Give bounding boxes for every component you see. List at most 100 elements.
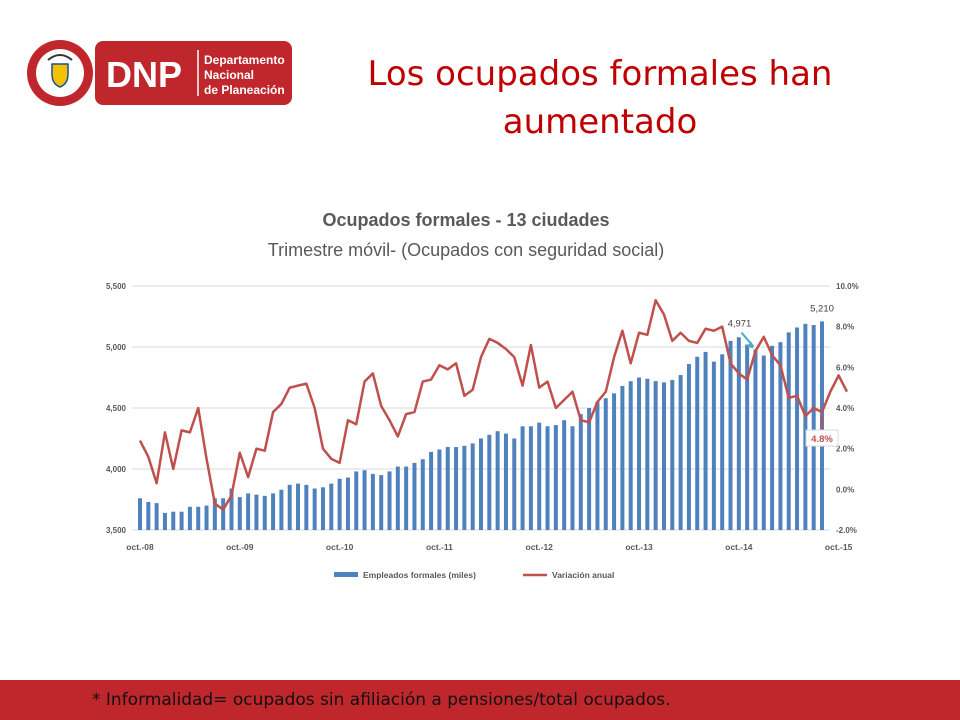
left-tick-label: 5,500 — [106, 282, 127, 291]
bar — [703, 351, 708, 530]
bar — [645, 378, 650, 530]
legend-bar-swatch — [334, 572, 358, 577]
page-title: Los ocupados formales han aumentado — [367, 54, 833, 142]
bar — [637, 377, 642, 530]
left-tick-label: 3,500 — [106, 526, 127, 535]
bar — [795, 327, 800, 530]
chart-subtitle: Trimestre móvil- (Ocupados con seguridad… — [268, 240, 664, 260]
dnp-logo: DNP Departamento Nacional de Planeación — [27, 40, 292, 106]
annotation-box — [805, 429, 839, 447]
bar — [179, 511, 184, 530]
bar — [811, 325, 816, 530]
bar — [487, 434, 492, 530]
annotation-label: 4.8% — [811, 434, 833, 445]
bar — [553, 425, 558, 530]
annotations: 4,971 5,210 4.8% — [728, 303, 839, 447]
right-tick-label: 10.0% — [836, 282, 859, 291]
bar — [628, 381, 633, 530]
formal-employment-chart: Ocupados formales - 13 ciudades Trimestr… — [106, 210, 859, 580]
right-tick-label: -2.0% — [836, 526, 857, 535]
annotation-label: 4,971 — [728, 319, 752, 330]
bar — [603, 398, 608, 530]
logo-name-line3: de Planeación — [204, 83, 285, 97]
bar — [262, 495, 267, 530]
bar — [528, 426, 533, 530]
x-tick-label: oct.-12 — [526, 542, 554, 552]
left-tick-label: 5,000 — [106, 343, 127, 352]
bar — [454, 447, 459, 530]
bar — [138, 498, 142, 530]
bar — [237, 497, 242, 530]
bar — [404, 466, 409, 530]
x-axis-ticks: oct.-08 oct.-09 oct.-10 oct.-11 oct.-12 oct.-… — [126, 542, 852, 552]
logo-name-line2: Nacional — [204, 68, 254, 82]
bar — [296, 483, 301, 530]
bar — [246, 493, 251, 530]
bar — [287, 484, 292, 530]
x-tick-label: oct.-11 — [426, 542, 453, 552]
x-tick-label: oct.-13 — [625, 542, 653, 552]
bar — [395, 466, 400, 530]
line-series — [138, 298, 849, 511]
right-tick-label: 0.0% — [836, 485, 854, 494]
bar — [670, 379, 675, 530]
right-tick-label: 4.0% — [836, 404, 854, 413]
bar — [387, 471, 392, 530]
bar — [761, 355, 766, 530]
bar — [803, 323, 808, 530]
bar — [379, 475, 384, 530]
bar — [778, 342, 783, 530]
annotation-arrow-head — [746, 341, 754, 349]
bar — [345, 477, 350, 530]
bar — [146, 501, 151, 530]
bar — [745, 344, 750, 530]
x-tick-label: oct.-08 — [126, 542, 154, 552]
bar — [196, 506, 201, 530]
bar — [304, 484, 309, 530]
bar — [695, 356, 700, 530]
legend-line-label: Variación anual — [552, 570, 614, 580]
bar — [495, 431, 500, 530]
bar — [512, 438, 517, 530]
bar — [154, 503, 159, 530]
bar — [786, 332, 791, 530]
right-tick-label: 2.0% — [836, 445, 854, 454]
left-tick-label: 4,000 — [106, 465, 127, 474]
bar — [620, 386, 625, 530]
bar — [653, 381, 658, 530]
variation-line — [138, 298, 849, 511]
bar — [320, 487, 325, 530]
bars-series — [138, 321, 824, 530]
bar — [204, 505, 209, 530]
x-tick-label: oct.-09 — [226, 542, 254, 552]
bar — [537, 422, 542, 530]
bar — [587, 408, 592, 530]
bar — [312, 488, 317, 530]
bar — [562, 420, 567, 530]
footer-band — [0, 680, 960, 720]
bar — [678, 375, 683, 530]
annotation-label: 5,210 — [810, 303, 834, 314]
bar — [711, 361, 716, 530]
bar — [412, 462, 417, 530]
bar — [728, 340, 733, 530]
bar — [462, 445, 467, 530]
bar — [271, 493, 276, 530]
logo-name-line1: Departamento — [204, 53, 285, 67]
right-axis-ticks: -2.0% 0.0% 2.0% 4.0% 6.0% 8.0% 10.0% — [836, 282, 859, 535]
bar — [221, 498, 226, 530]
footnote: * Informalidad= ocupados sin afiliación … — [92, 690, 671, 710]
bar — [503, 433, 508, 530]
chart-title: Ocupados formales - 13 ciudades — [322, 210, 609, 230]
bar — [429, 451, 434, 530]
right-tick-label: 8.0% — [836, 323, 854, 332]
bar — [337, 478, 342, 530]
bar — [254, 494, 259, 530]
bar — [686, 364, 691, 530]
bar — [171, 511, 176, 530]
bar — [545, 426, 550, 530]
bar — [279, 489, 284, 530]
bar — [162, 512, 167, 530]
bar — [370, 473, 375, 530]
bar — [595, 401, 600, 530]
